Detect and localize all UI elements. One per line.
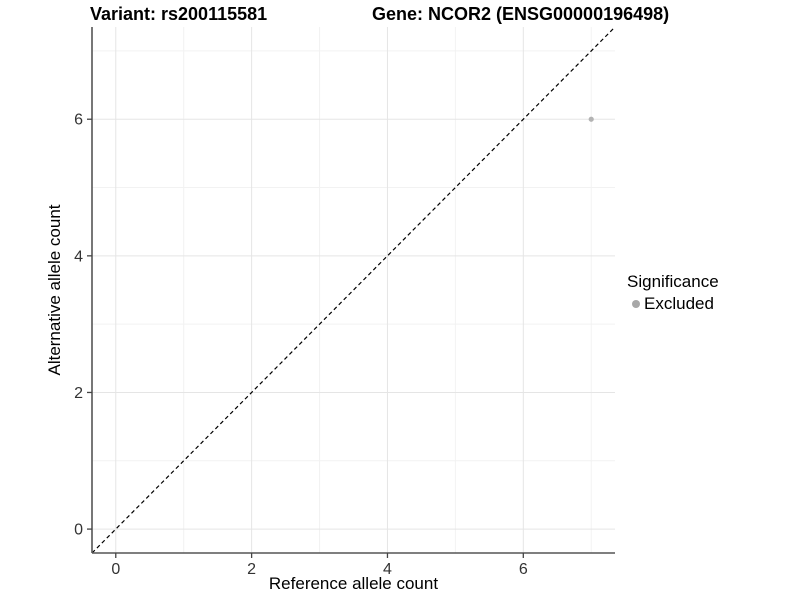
y-tick-label: 2: [74, 385, 83, 402]
identity-dashed-line: [91, 26, 616, 554]
x-tick-label: 6: [519, 561, 528, 578]
excluded-point-icon: [632, 300, 640, 308]
legend-title: Significance: [627, 272, 719, 291]
x-axis-title: Reference allele count: [268, 574, 439, 593]
legend-item-excluded: Excluded: [627, 294, 719, 314]
y-axis-title: Alternative allele count: [45, 204, 64, 376]
variant-title: Variant: rs200115581: [90, 4, 268, 24]
legend-item-label: Excluded: [644, 294, 714, 313]
legend: Significance Excluded: [627, 272, 719, 314]
x-tick-label: 4: [383, 561, 392, 578]
x-tick-label: 0: [111, 561, 120, 578]
x-tick-label: 2: [247, 561, 256, 578]
y-tick-label: 0: [74, 522, 83, 539]
y-tick-label: 6: [74, 112, 83, 129]
data-point: [588, 116, 594, 122]
y-tick-label: 4: [74, 248, 83, 265]
gene-title: Gene: NCOR2 (ENSG00000196498): [372, 4, 670, 24]
